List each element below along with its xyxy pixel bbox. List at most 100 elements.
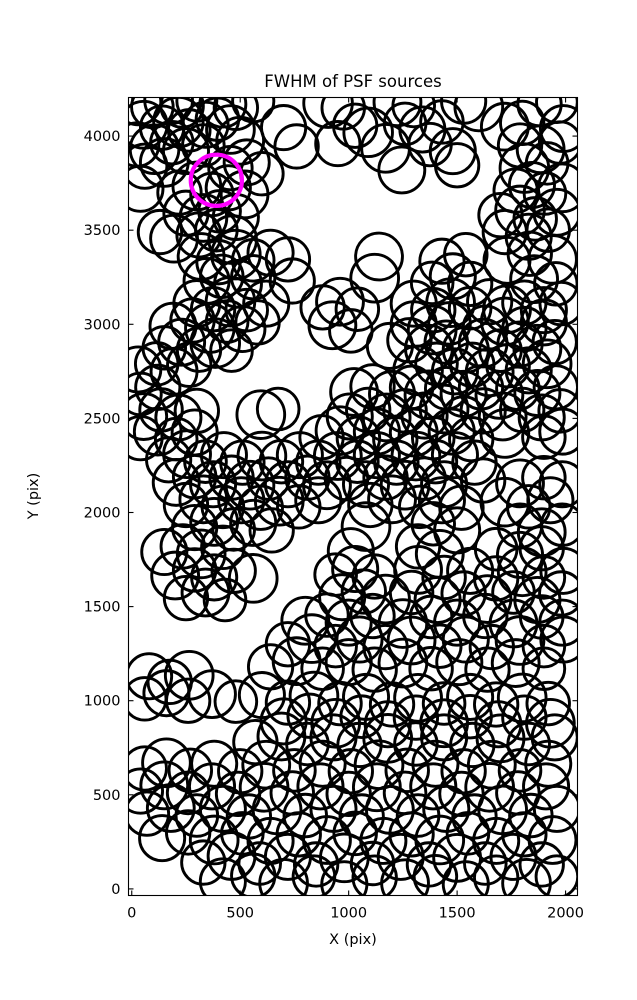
psf-source-circle [393, 673, 443, 723]
psf-source-circle [410, 287, 457, 334]
psf-source-circle [532, 784, 578, 833]
y-axis-label: Y (pix) [26, 473, 42, 521]
psf-source-circle [519, 286, 568, 335]
highlighted-source-circle [188, 152, 245, 209]
psf-source-circle [538, 598, 578, 647]
psf-source-circle [136, 208, 184, 256]
psf-source-circle [412, 853, 459, 896]
psf-source-circle [189, 497, 240, 547]
psf-source-circle [354, 231, 404, 282]
psf-source-circle [342, 106, 394, 159]
psf-source-circle [435, 638, 484, 687]
psf-source-circle [128, 345, 163, 394]
psf-source-circle [501, 811, 548, 858]
psf-source-circle [394, 523, 442, 570]
psf-source-circle [479, 408, 531, 459]
y-tick-label: 2000 [84, 505, 121, 521]
psf-source-circle [372, 97, 423, 128]
psf-source-circle [215, 115, 266, 166]
psf-source-circle [506, 721, 551, 767]
psf-source-circle [537, 162, 578, 214]
psf-source-circle [320, 860, 369, 896]
psf-source-circle [518, 841, 565, 888]
psf-source-circle [128, 164, 165, 213]
x-tick-label: 2000 [547, 906, 584, 922]
psf-source-circle [473, 854, 520, 896]
psf-source-circle [524, 739, 573, 788]
psf-source-circle [449, 721, 496, 769]
psf-source-circle [495, 458, 545, 509]
psf-source-circle [496, 546, 548, 598]
psf-source-circle [242, 279, 291, 328]
psf-source-circle [335, 439, 380, 484]
psf-source-circle [190, 739, 239, 788]
psf-source-circle [317, 680, 363, 727]
psf-source-circle [377, 145, 427, 195]
psf-source-circle [205, 104, 256, 155]
psf-source-circle [165, 677, 212, 724]
psf-source-circle [351, 854, 398, 896]
psf-source-circle [392, 694, 440, 741]
psf-source-circle [256, 711, 307, 762]
psf-source-circle [530, 713, 578, 762]
psf-source-circle [138, 814, 187, 863]
psf-source-circle [315, 276, 365, 327]
psf-source-circle [439, 369, 488, 418]
psf-source-circle [427, 407, 476, 456]
psf-source-circle [425, 277, 476, 328]
psf-source-circle [409, 260, 455, 306]
psf-source-circle [151, 457, 201, 507]
psf-source-circle [512, 323, 563, 374]
psf-source-circle [463, 841, 508, 886]
psf-source-circle [331, 544, 380, 593]
x-axis-label: X (pix) [329, 932, 377, 948]
psf-source-circle [538, 570, 578, 617]
psf-source-circle [421, 681, 467, 726]
y-tick-label: 1000 [84, 694, 121, 710]
psf-source-circle [501, 279, 548, 326]
psf-source-circle [209, 328, 254, 373]
psf-source-circle [419, 99, 465, 145]
psf-source-circle [418, 237, 466, 285]
psf-source-circle [324, 598, 373, 647]
psf-source-circle [235, 389, 287, 440]
psf-source-circle [441, 860, 490, 896]
psf-source-circle [255, 386, 301, 432]
psf-source-circle [368, 681, 416, 728]
psf-source-circle [506, 230, 553, 277]
psf-source-circle [539, 546, 578, 595]
psf-source-circle [430, 431, 479, 480]
psf-source-circles [128, 97, 578, 896]
psf-source-circle [325, 770, 372, 818]
highlighted-source-circle [188, 152, 245, 209]
psf-source-circle [496, 530, 545, 579]
psf-source-circle [495, 365, 541, 411]
psf-source-circle [349, 592, 396, 640]
psf-source-circle [421, 554, 467, 601]
psf-source-circle [248, 507, 295, 554]
psf-source-circle [128, 652, 174, 701]
y-tick-label: 3000 [84, 317, 121, 333]
psf-source-circle [166, 341, 213, 388]
psf-source-circle [292, 841, 340, 888]
psf-source-circle [367, 474, 417, 525]
psf-source-circle [258, 857, 309, 896]
psf-source-circle [490, 638, 541, 688]
psf-source-circle [473, 681, 520, 728]
psf-source-circle [298, 739, 347, 788]
psf-source-circle [187, 762, 237, 811]
psf-source-circle [477, 391, 528, 442]
psf-source-circle [537, 388, 578, 434]
psf-source-circle [294, 476, 343, 525]
psf-source-circle [521, 338, 573, 390]
psf-source-circle [342, 460, 391, 509]
psf-source-circle [538, 280, 578, 327]
psf-source-circle [388, 811, 435, 858]
psf-source-circle [307, 300, 358, 351]
psf-source-circle [349, 252, 401, 304]
psf-source-circle [296, 762, 345, 811]
psf-source-circle [526, 476, 575, 525]
psf-source-circle [291, 854, 337, 896]
psf-source-circle [491, 570, 536, 615]
psf-source-circle [180, 567, 231, 618]
